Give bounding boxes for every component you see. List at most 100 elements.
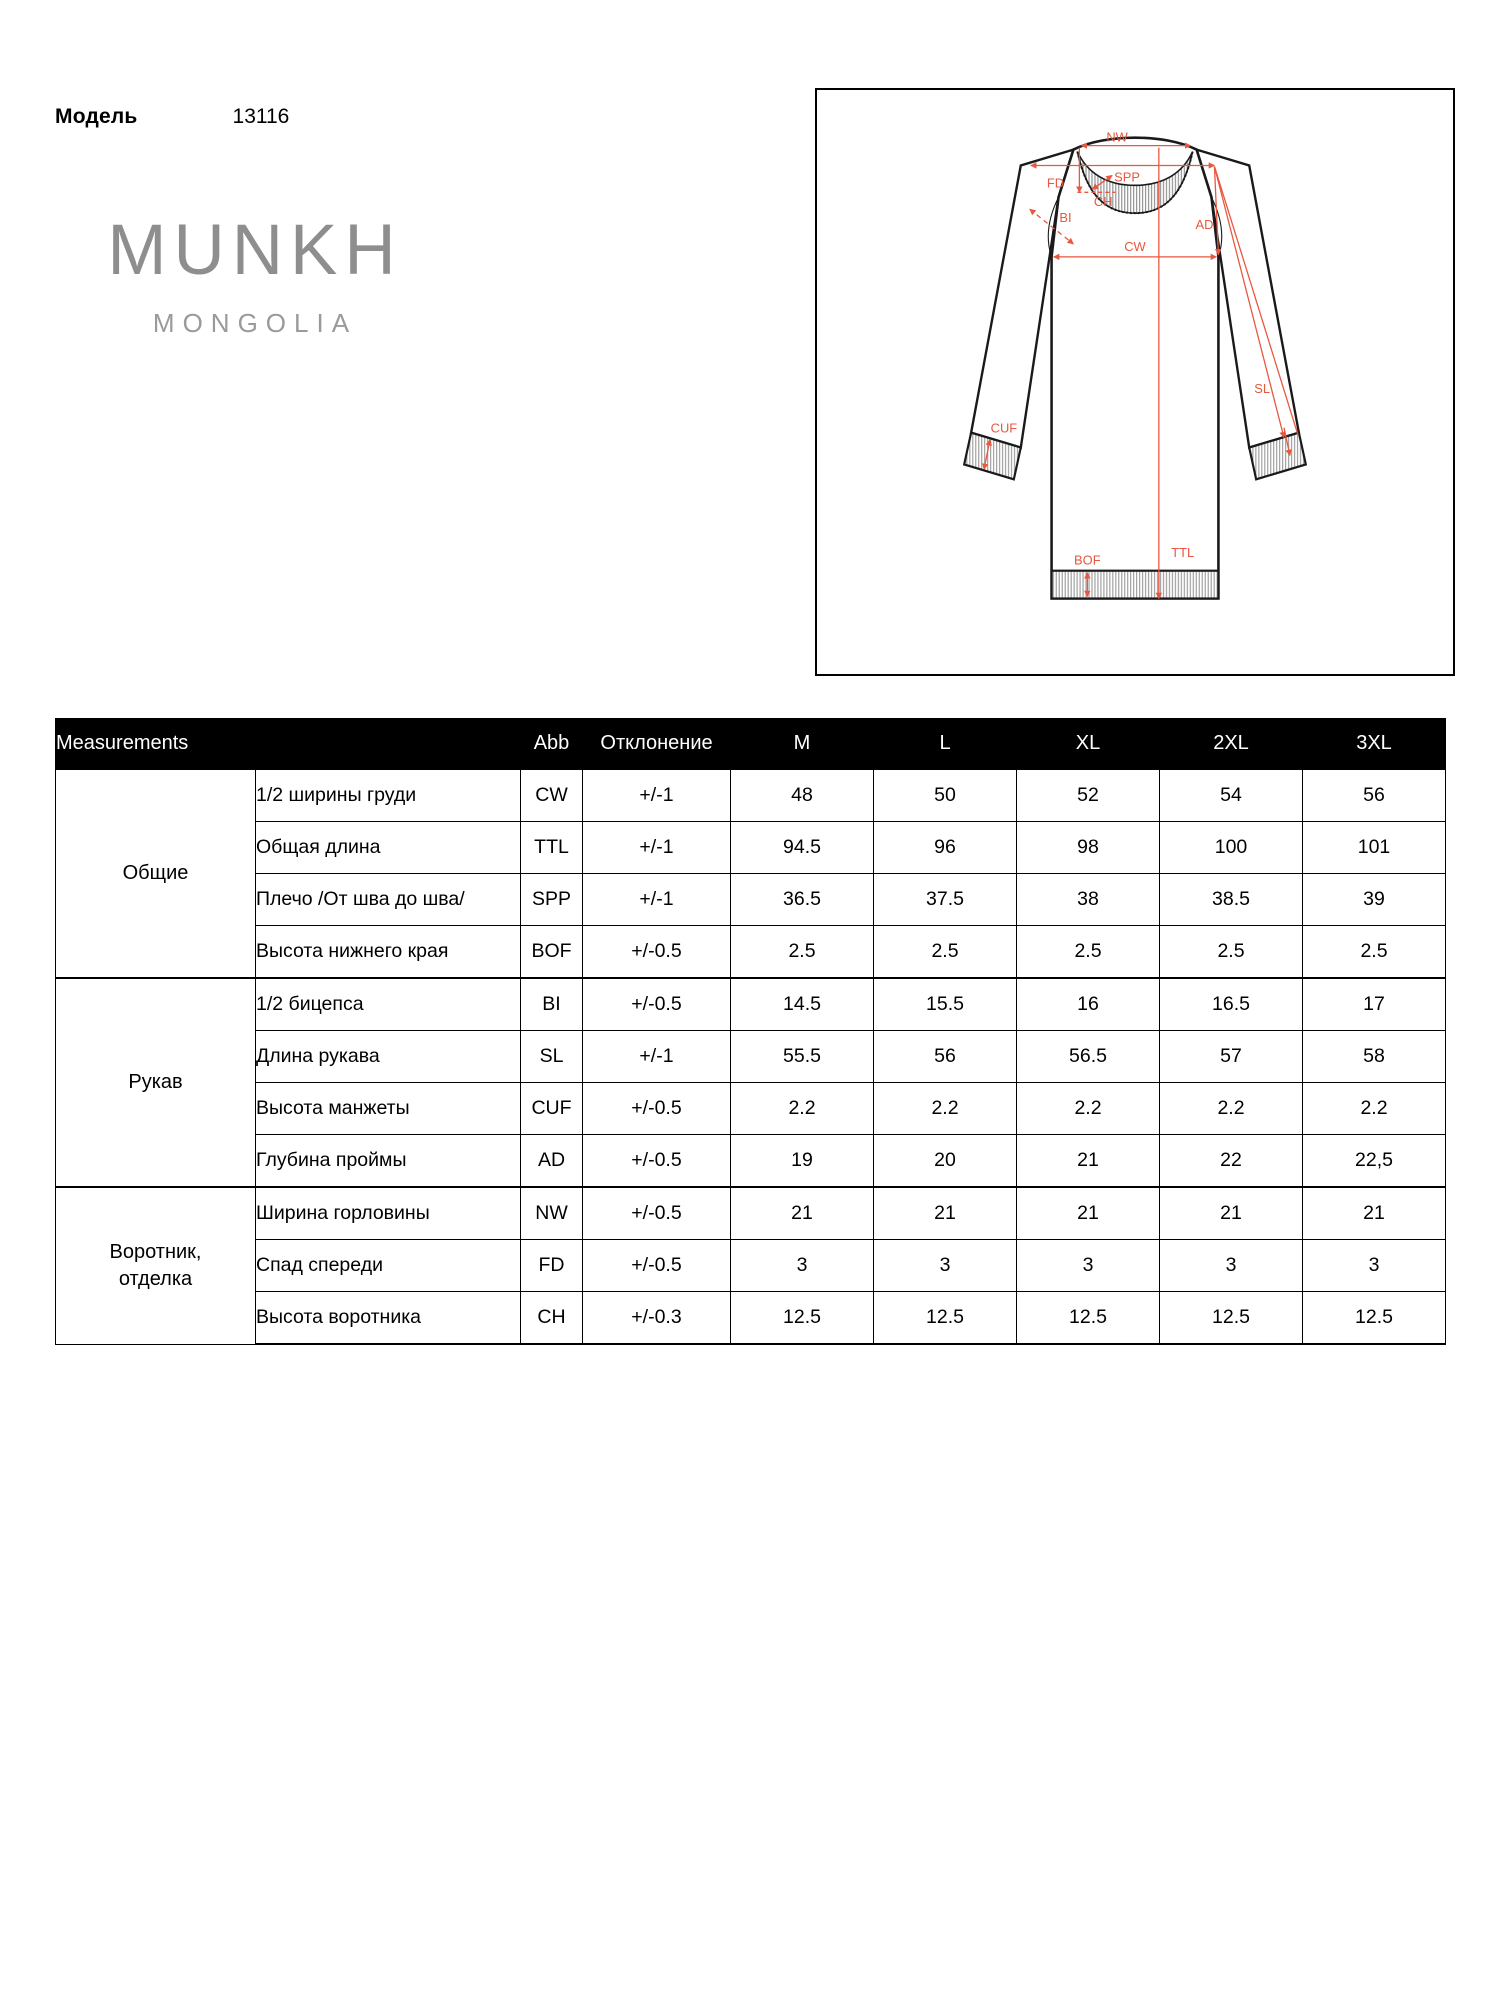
measurement-description: Плечо /От шва до шва/ (255, 873, 521, 926)
measurement-value-l: 2.2 (873, 1082, 1017, 1135)
measurement-group-label: Общие (55, 768, 256, 979)
measurement-value-xxxl: 101 (1302, 821, 1446, 874)
table-row: Плечо /От шва до шва/SPP +/-1 36.5 37.5 38 38… (56, 873, 1446, 926)
col-header-size-m: M (730, 718, 874, 770)
measurement-abbreviation: SPP (520, 873, 583, 926)
measurement-value-m: 12.5 (730, 1291, 874, 1345)
measurement-description: Глубина проймы (255, 1134, 521, 1188)
measurement-group-label: Рукав (55, 977, 256, 1188)
measurement-value-l: 12.5 (873, 1291, 1017, 1345)
callout-SL: SL (1254, 381, 1270, 396)
measurement-deviation: +/-1 (582, 873, 731, 926)
measurement-description: Ширина горловины (255, 1186, 521, 1240)
col-header-size-2xl: 2XL (1159, 718, 1303, 770)
measurement-value-xxl: 16.5 (1159, 977, 1303, 1031)
measurement-value-l: 56 (873, 1030, 1017, 1083)
neck-rib-outer-stitch (1076, 151, 1194, 215)
measurement-value-m: 48 (730, 768, 874, 822)
callout-CUF: CUF (991, 421, 1018, 436)
measurement-value-l: 50 (873, 768, 1017, 822)
measurement-value-l: 21 (873, 1186, 1017, 1240)
measurement-value-l: 2.5 (873, 925, 1017, 979)
measurement-value-xxxl: 22,5 (1302, 1134, 1446, 1188)
measurement-value-xxxl: 2.5 (1302, 925, 1446, 979)
measurement-value-xxxl: 17 (1302, 977, 1446, 1031)
measurement-deviation: +/-0.5 (582, 1082, 731, 1135)
measurement-description: Длина рукава (255, 1030, 521, 1083)
measurement-deviation: +/-0.5 (582, 1186, 731, 1240)
measurement-value-xxl: 22 (1159, 1134, 1303, 1188)
callout-CH: CH (1094, 194, 1113, 209)
callout-AD: AD (1196, 217, 1214, 232)
measurement-description: Общая длина (255, 821, 521, 874)
measurement-value-l: 15.5 (873, 977, 1017, 1031)
measurement-description: Спад спереди (255, 1239, 521, 1292)
measurement-value-m: 36.5 (730, 873, 874, 926)
table-row: Спад спереди FD +/-0.5 3 3 3 3 3 (56, 1239, 1446, 1292)
brand-tagline: MONGOLIA (152, 308, 358, 338)
callout-FD: FD (1047, 175, 1064, 190)
measurement-deviation: +/-0.5 (582, 925, 731, 979)
col-header-size-xl: XL (1016, 718, 1160, 770)
measurement-description: Высота нижнего края (255, 925, 521, 979)
spec-table: Measurements Abb Отклонение M L XL 2XL 3… (55, 718, 1446, 1345)
col-header-size-3xl: 3XL (1302, 718, 1446, 770)
brand-wordmark: MUNKH (107, 211, 403, 290)
measurement-value-m: 14.5 (730, 977, 874, 1031)
measurement-value-l: 96 (873, 821, 1017, 874)
measurement-value-xl: 98 (1016, 821, 1160, 874)
measurement-lines (982, 142, 1299, 600)
callout-TTL: TTL (1171, 545, 1194, 560)
measurement-value-xxl: 3 (1159, 1239, 1303, 1292)
table-row: Высота нижнего края BOF +/-0.5 2.5 2.5 2.5 2.5… (56, 925, 1446, 979)
measurement-abbreviation: CH (520, 1291, 583, 1345)
measurement-value-xl: 2.2 (1016, 1082, 1160, 1135)
callout-CW: CW (1124, 239, 1146, 254)
measurement-deviation: +/-1 (582, 821, 731, 874)
measurement-value-xl: 21 (1016, 1134, 1160, 1188)
measurement-abbreviation: SL (520, 1030, 583, 1083)
measurement-deviation: +/-0.5 (582, 977, 731, 1031)
col-header-deviation: Отклонение (582, 718, 731, 770)
measurement-value-xl: 16 (1016, 977, 1160, 1031)
measurement-value-m: 2.5 (730, 925, 874, 979)
measurement-value-xxl: 100 (1159, 821, 1303, 874)
table-row: Высота воротника CH +/-0.3 12.5 12.5 12.5 12.5… (56, 1291, 1446, 1345)
measurement-value-xxxl: 39 (1302, 873, 1446, 926)
measurement-value-xxl: 2.5 (1159, 925, 1303, 979)
brand-logo: MUNKH MONGOLIA (55, 215, 455, 336)
col-header-measurements: Measurements (55, 718, 521, 770)
callout-SPP: SPP (1114, 169, 1140, 184)
measurement-value-xl: 3 (1016, 1239, 1160, 1292)
measurement-deviation: +/-0.5 (582, 1134, 731, 1188)
measurement-value-m: 3 (730, 1239, 874, 1292)
right-cuff (1247, 431, 1308, 481)
col-header-size-l: L (873, 718, 1017, 770)
measurement-abbreviation: BOF (520, 925, 583, 979)
measurement-value-xxl: 12.5 (1159, 1291, 1303, 1345)
col-header-abb: Abb (520, 718, 583, 770)
measurement-deviation: +/-0.5 (582, 1239, 731, 1292)
measurement-value-xl: 52 (1016, 768, 1160, 822)
measurement-description: Высота воротника (255, 1291, 521, 1345)
technical-drawing-panel: NW SPP FD CH BI CW AD SL CUF TTL BOF (815, 88, 1455, 676)
measurement-value-xxl: 21 (1159, 1186, 1303, 1240)
table-row: Рукав 1/2 бицепса BI +/-0.5 14.5 15.5 16 16.5 17 (55, 977, 1446, 1188)
measurement-value-xxl: 38.5 (1159, 873, 1303, 926)
measurement-value-xl: 12.5 (1016, 1291, 1160, 1345)
measurement-value-xxxl: 21 (1302, 1186, 1446, 1240)
measurement-value-l: 37.5 (873, 873, 1017, 926)
measurement-value-m: 55.5 (730, 1030, 874, 1083)
measurement-description: 1/2 ширины груди (255, 768, 521, 822)
measurement-abbreviation: BI (520, 977, 583, 1031)
measurement-abbreviation: AD (520, 1134, 583, 1188)
measurement-callout-labels: NW SPP FD CH BI CW AD SL CUF TTL BOF (991, 130, 1270, 568)
measurement-abbreviation: CW (520, 768, 583, 822)
measurement-group-label: Воротник, отделка (55, 1186, 256, 1345)
measurement-value-l: 3 (873, 1239, 1017, 1292)
measurement-spec-table: Measurements Abb Отклонение M L XL 2XL 3… (55, 718, 1446, 1345)
spec-table-body: Общие 1/2 ширины груди CW +/-1 48 50 52 54 56 Общ… (55, 768, 1446, 1345)
table-row: Высота манжеты CUF +/-0.5 2.2 2.2 2.2 2.2 2.2 (56, 1082, 1446, 1135)
table-row: Общие 1/2 ширины груди CW +/-1 48 50 52 54 56 (55, 768, 1446, 979)
bottom-hem-rib (1050, 569, 1220, 600)
